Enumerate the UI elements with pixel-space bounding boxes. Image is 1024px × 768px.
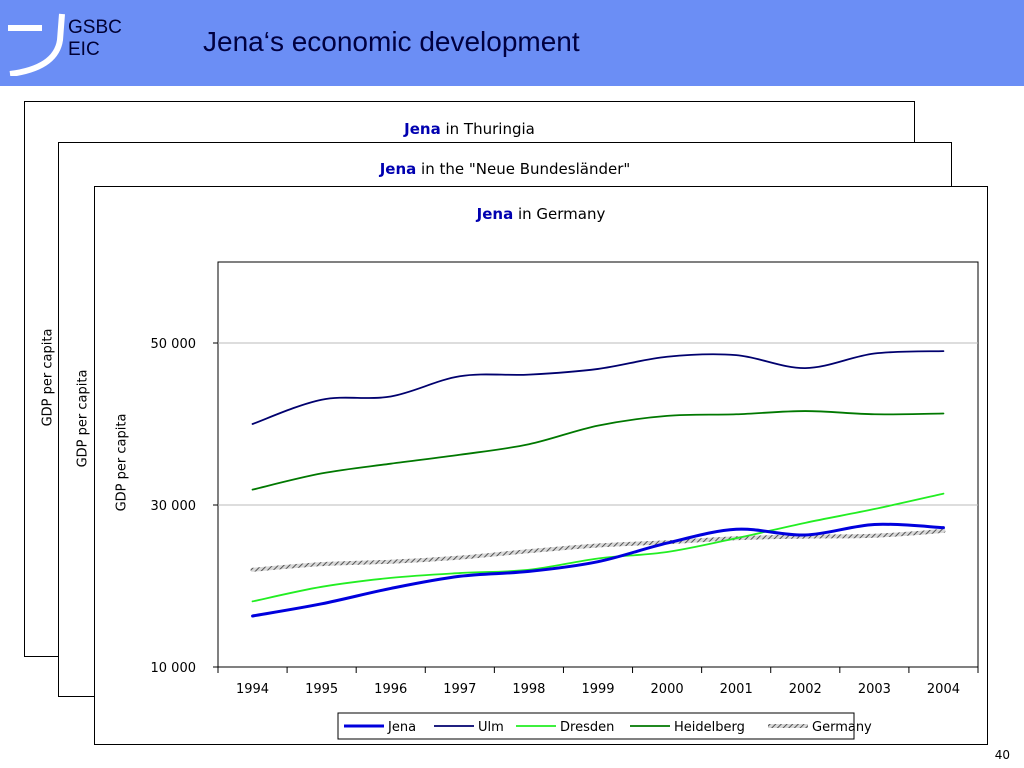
series-line-heidelberg bbox=[251, 410, 945, 491]
slide-title: Jena‘s economic development bbox=[203, 26, 580, 57]
y-tick-label: 10 000 bbox=[151, 661, 197, 676]
x-tick-label: 1998 bbox=[512, 682, 545, 697]
x-tick-label: 2003 bbox=[858, 682, 891, 697]
x-tick-label: 1995 bbox=[305, 682, 338, 697]
logo-line1: GSBC bbox=[68, 17, 122, 38]
x-tick-label: 1999 bbox=[581, 682, 614, 697]
panel-title: Jena in Thuringia bbox=[25, 120, 914, 138]
legend-label-heidelberg: Heidelberg bbox=[674, 720, 745, 735]
page-number: 40 bbox=[994, 748, 1010, 762]
x-tick-label: 2004 bbox=[927, 682, 960, 697]
series-line-ulm bbox=[251, 350, 945, 425]
x-tick-label: 2000 bbox=[651, 682, 684, 697]
y-tick-label: 50 000 bbox=[151, 337, 197, 352]
y-tick-label: 30 000 bbox=[151, 499, 197, 514]
x-tick-label: 2001 bbox=[720, 682, 753, 697]
panel-title-rest: in Germany bbox=[513, 205, 606, 223]
legend-label-jena: Jena bbox=[387, 720, 416, 735]
legend-label-ulm: Ulm bbox=[478, 720, 504, 735]
x-tick-label: 1996 bbox=[374, 682, 407, 697]
series-line-jena bbox=[251, 522, 945, 618]
panel-title: Jena in the "Neue Bundesländer" bbox=[59, 160, 951, 178]
legend-label-germany: Germany bbox=[812, 720, 872, 735]
x-tick-label: 1997 bbox=[443, 682, 476, 697]
panel-title-bold: Jena bbox=[404, 120, 441, 138]
x-tick-label: 1994 bbox=[236, 682, 269, 697]
panel-title: Jena in Germany bbox=[95, 205, 987, 223]
series-line-dresden bbox=[251, 492, 945, 603]
panel-title-bold: Jena bbox=[476, 205, 514, 223]
panel-title-rest: in Thuringia bbox=[440, 120, 535, 138]
header-bar: GSBC EIC Jena‘s economic development bbox=[0, 0, 1024, 86]
legend-label-dresden: Dresden bbox=[560, 720, 614, 735]
x-tick-label: 2002 bbox=[789, 682, 822, 697]
panel-title-bold: Jena bbox=[379, 160, 417, 178]
series-line-germany bbox=[250, 528, 946, 572]
gsbc-logo-icon bbox=[8, 13, 65, 76]
logo-line2: EIC bbox=[68, 39, 100, 60]
panel-title-rest: in the "Neue Bundesländer" bbox=[416, 160, 631, 178]
logo-text: GSBC EIC bbox=[68, 17, 122, 61]
plot-area bbox=[217, 261, 979, 668]
